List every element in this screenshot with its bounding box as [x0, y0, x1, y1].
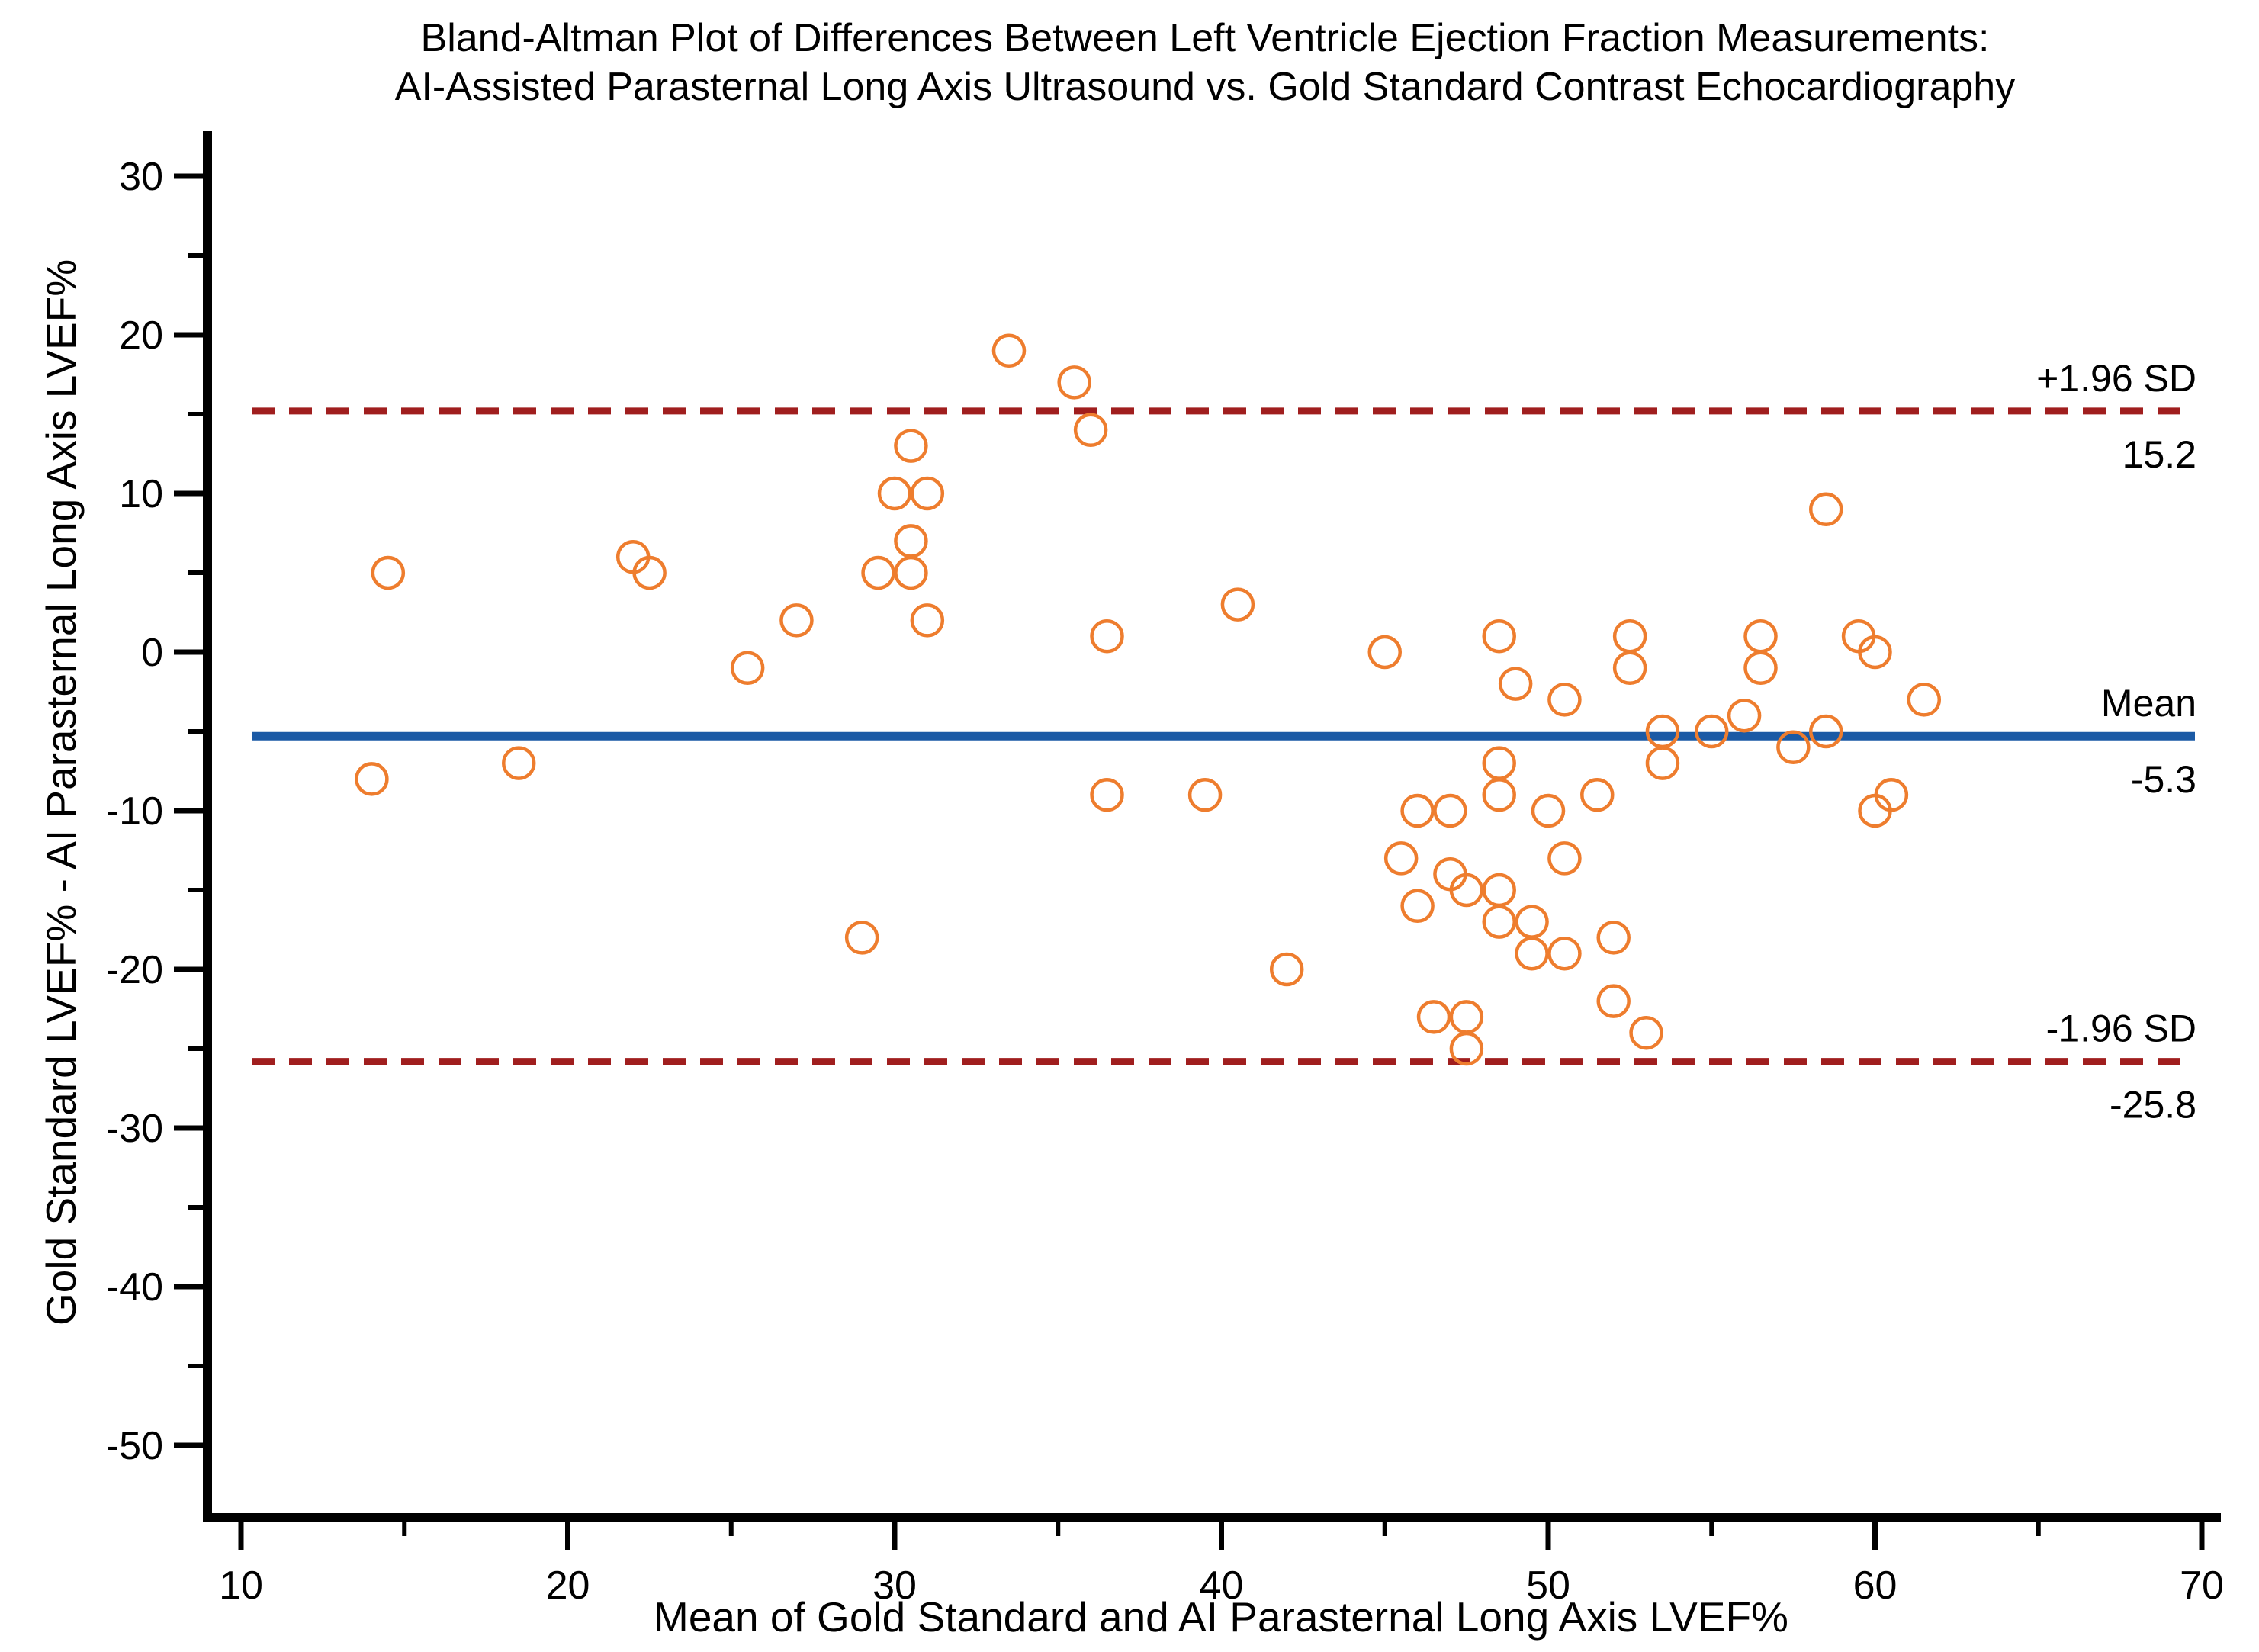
upper-loa-value-label: 15.2	[2122, 433, 2196, 476]
data-point	[1057, 365, 1091, 400]
data-point	[1449, 1031, 1484, 1066]
data-point	[1531, 793, 1566, 828]
data-point	[991, 333, 1027, 368]
data-point	[1416, 1000, 1451, 1034]
data-point	[910, 476, 945, 511]
data-point	[910, 603, 945, 638]
data-point	[1515, 936, 1549, 971]
y-tick-label: 10	[119, 472, 163, 516]
y-tick-label: 20	[119, 313, 163, 358]
data-point	[1449, 873, 1484, 908]
y-tick-label: -50	[106, 1424, 163, 1468]
data-point	[730, 651, 765, 686]
data-point	[877, 476, 912, 511]
data-point	[1073, 413, 1108, 448]
x-axis-label: Mean of Gold Standard and AI Parasternal…	[654, 1593, 1788, 1641]
lower-loa-label: -1.96 SD	[2046, 1008, 2196, 1050]
data-point	[894, 524, 928, 558]
data-point	[1776, 730, 1811, 765]
data-point	[1482, 777, 1516, 812]
data-point	[1907, 683, 1942, 717]
data-point	[355, 762, 389, 796]
data-point	[1547, 936, 1582, 971]
data-point	[1612, 619, 1647, 654]
x-tick-label: 50	[1526, 1564, 1570, 1608]
data-point	[1400, 889, 1435, 924]
y-tick-label: -30	[106, 1107, 163, 1151]
data-point	[1580, 777, 1615, 812]
data-point	[1727, 698, 1762, 733]
data-point	[1612, 651, 1647, 686]
data-point	[1400, 793, 1435, 828]
data-point	[1498, 667, 1533, 701]
data-point	[779, 603, 814, 638]
data-point	[1596, 984, 1631, 1018]
data-point	[501, 746, 536, 780]
data-point	[1367, 635, 1402, 670]
data-point	[1482, 905, 1516, 939]
data-point	[1808, 492, 1843, 527]
y-tick-label: 0	[141, 631, 163, 675]
data-point	[1187, 777, 1223, 812]
x-tick-label: 60	[1853, 1564, 1897, 1608]
chart-title-line2: AI-Assisted Parasternal Long Axis Ultras…	[394, 65, 2016, 109]
data-point	[1090, 619, 1124, 654]
data-point	[1596, 921, 1631, 955]
data-point	[1090, 777, 1124, 812]
mean-value-label: -5.3	[2131, 758, 2196, 801]
mean-label: Mean	[2101, 682, 2196, 725]
data-point	[1482, 619, 1516, 654]
lower-loa-value-label: -25.8	[2110, 1084, 2196, 1127]
chart-title-line1: Bland-Altman Plot of Differences Between…	[420, 16, 1990, 60]
data-point	[1743, 619, 1778, 654]
data-point	[1645, 746, 1680, 780]
data-point	[1547, 683, 1582, 717]
data-point	[894, 429, 928, 463]
data-point	[1482, 873, 1516, 908]
data-point	[894, 555, 928, 590]
chart-title: Bland-Altman Plot of Differences Between…	[15, 14, 2259, 111]
y-tick-label: -20	[106, 948, 163, 992]
data-point	[1482, 746, 1516, 780]
x-tick-label: 10	[219, 1564, 263, 1608]
data-point	[1220, 587, 1255, 622]
y-tick-label: -10	[106, 789, 163, 834]
data-point	[1695, 714, 1729, 749]
data-point	[1629, 1015, 1663, 1050]
y-tick-label: 30	[119, 155, 163, 199]
x-tick-label: 40	[1200, 1564, 1244, 1608]
data-point	[1449, 1000, 1484, 1034]
data-point	[1645, 714, 1680, 749]
data-point	[1808, 714, 1843, 749]
data-point	[1383, 841, 1419, 876]
y-tick-label: -40	[106, 1265, 163, 1310]
x-tick-label: 70	[2180, 1564, 2224, 1608]
data-point	[844, 921, 879, 955]
data-point	[371, 555, 406, 590]
data-point	[1547, 841, 1582, 876]
data-point	[1874, 777, 1909, 812]
x-tick-label: 30	[872, 1564, 917, 1608]
data-point	[1858, 635, 1892, 670]
data-point	[1515, 905, 1549, 939]
upper-loa-label: +1.96 SD	[2036, 357, 2196, 400]
data-point	[632, 555, 667, 590]
data-point	[1433, 793, 1467, 828]
data-point	[1743, 651, 1778, 686]
data-point	[861, 555, 895, 590]
x-tick-label: 20	[546, 1564, 590, 1608]
data-point	[1269, 952, 1304, 987]
